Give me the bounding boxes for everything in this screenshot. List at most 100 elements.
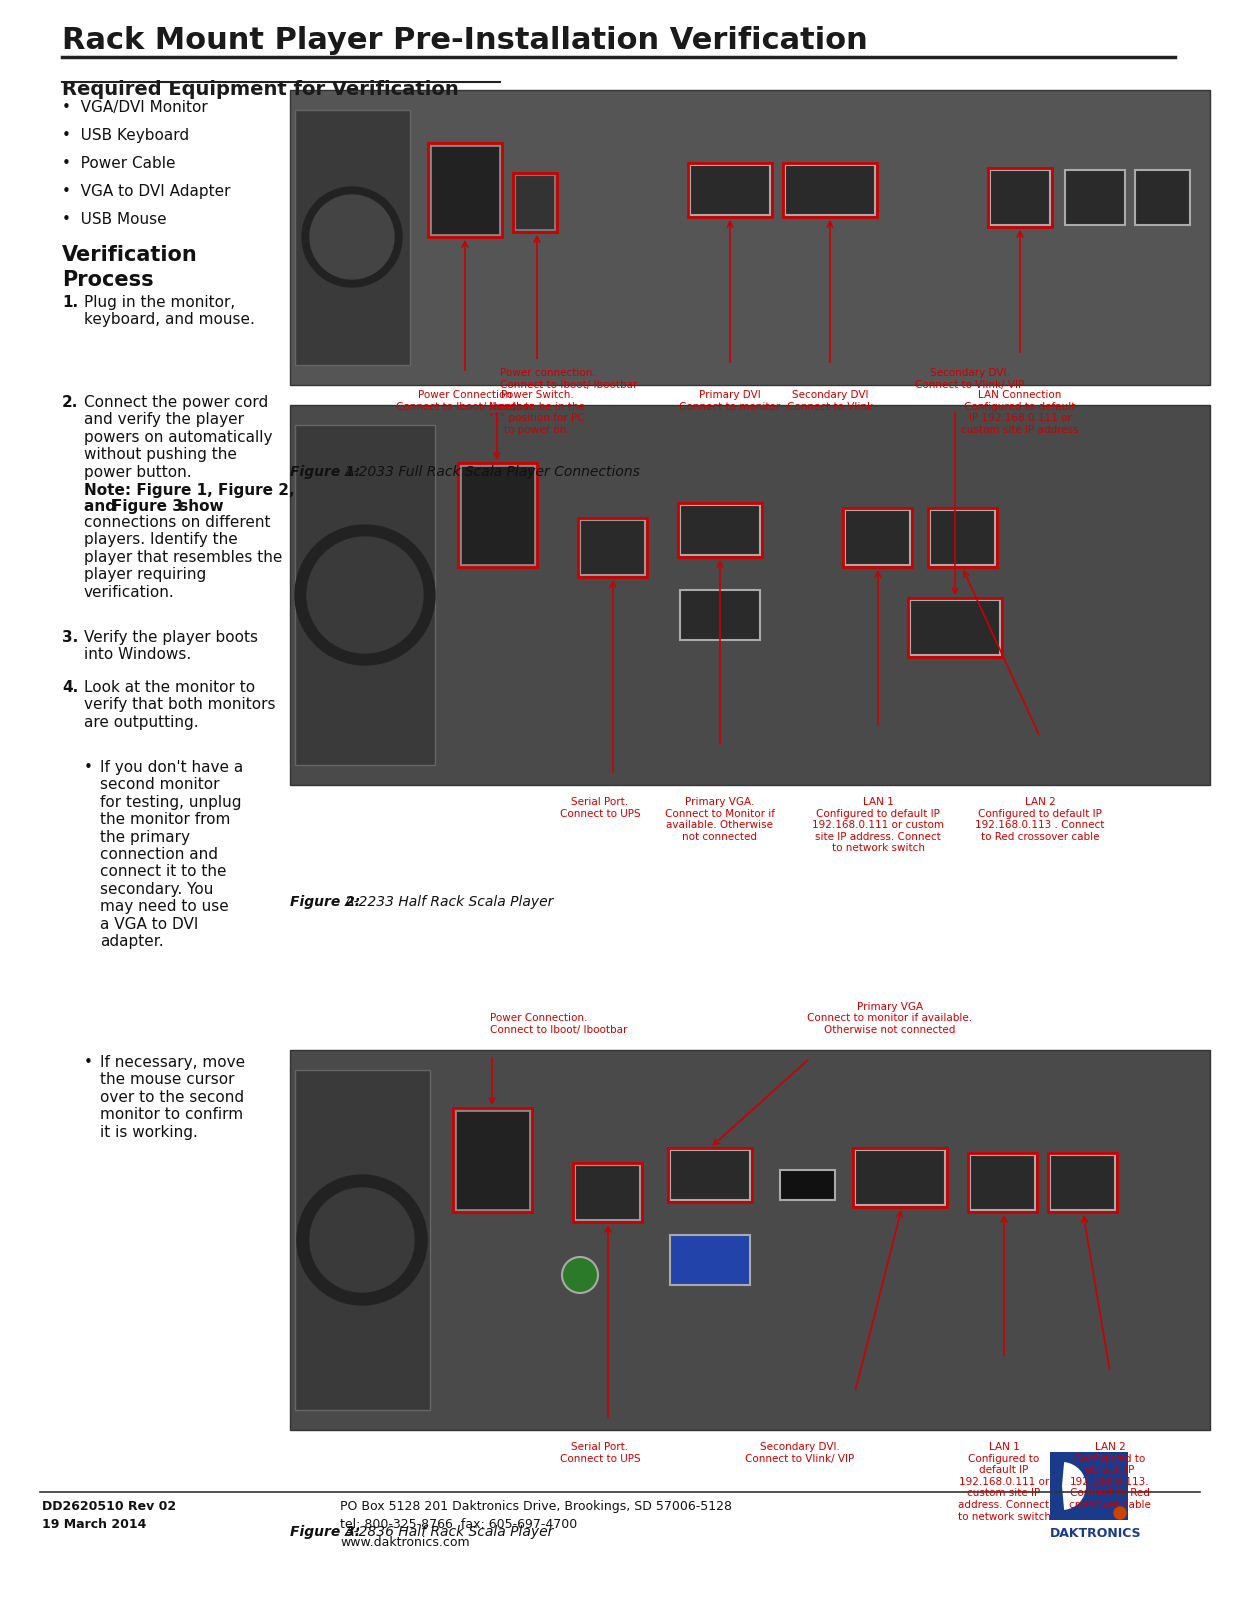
Bar bbox=[294, 426, 435, 765]
Text: LAN Connection
Configured to default
IP 192.168.0.111 or
custom site IP address: LAN Connection Configured to default IP … bbox=[961, 390, 1079, 435]
Bar bbox=[289, 90, 1210, 386]
Text: Rack Mount Player Pre-Installation Verification: Rack Mount Player Pre-Installation Verif… bbox=[62, 26, 867, 54]
Text: LAN 2
Configured to default IP
192.168.0.113 . Connect
to Red crossover cable: LAN 2 Configured to default IP 192.168.0… bbox=[975, 797, 1105, 842]
Circle shape bbox=[310, 195, 395, 278]
Text: Power Switch.
Needs to be in the
"1" position for PC
to power on.: Power Switch. Needs to be in the "1" pos… bbox=[489, 390, 585, 435]
Text: www.daktronics.com: www.daktronics.com bbox=[340, 1536, 470, 1549]
Bar bbox=[289, 1050, 1210, 1430]
Bar bbox=[845, 510, 910, 565]
Text: Figure 1:: Figure 1: bbox=[289, 466, 365, 478]
Text: •  Power Cable: • Power Cable bbox=[62, 157, 176, 171]
Text: Look at the monitor to
verify that both monitors
are outputting.: Look at the monitor to verify that both … bbox=[84, 680, 276, 730]
Bar bbox=[289, 405, 1210, 786]
Text: 4.: 4. bbox=[62, 680, 78, 694]
Bar bbox=[854, 1149, 948, 1206]
Bar bbox=[785, 165, 875, 214]
Text: DD2620510 Rev 02: DD2620510 Rev 02 bbox=[42, 1501, 176, 1514]
Text: PO Box 5128 201 Daktronics Drive, Brookings, SD 57006-5128: PO Box 5128 201 Daktronics Drive, Brooki… bbox=[340, 1501, 732, 1514]
Bar bbox=[575, 1165, 640, 1219]
Text: Figure 2:: Figure 2: bbox=[289, 894, 365, 909]
Wedge shape bbox=[1063, 1462, 1086, 1510]
Bar bbox=[460, 466, 534, 565]
Text: and: and bbox=[84, 499, 121, 514]
Bar bbox=[428, 142, 502, 237]
Text: •  VGA/DVI Monitor: • VGA/DVI Monitor bbox=[62, 99, 208, 115]
Bar bbox=[678, 502, 762, 557]
Bar bbox=[578, 518, 647, 578]
Bar bbox=[930, 510, 995, 565]
Text: 3.: 3. bbox=[62, 630, 78, 645]
Bar bbox=[690, 165, 769, 214]
Text: Power Connection
Connect to Iboot/ Ibootbar: Power Connection Connect to Iboot/ Iboot… bbox=[396, 390, 533, 411]
Bar bbox=[910, 600, 999, 654]
Bar bbox=[458, 462, 537, 566]
Bar bbox=[781, 1170, 835, 1200]
Bar bbox=[294, 110, 409, 365]
Bar bbox=[430, 146, 500, 235]
Bar bbox=[680, 506, 760, 555]
Circle shape bbox=[310, 1187, 414, 1293]
Text: Verification
Process: Verification Process bbox=[62, 245, 198, 290]
Text: tel: 800-325-8766  fax: 605-697-4700: tel: 800-325-8766 fax: 605-697-4700 bbox=[340, 1518, 578, 1531]
Text: show: show bbox=[174, 499, 224, 514]
Text: Primary VGA
Connect to monitor if available.
Otherwise not connected: Primary VGA Connect to monitor if availa… bbox=[808, 1002, 972, 1035]
Text: Secondary DVI
Connect to Vlink: Secondary DVI Connect to Vlink bbox=[787, 390, 873, 411]
Bar bbox=[783, 163, 877, 218]
Circle shape bbox=[297, 1174, 427, 1306]
Bar bbox=[580, 520, 644, 574]
Bar bbox=[1065, 170, 1124, 226]
Text: A-2233 Half Rack Scala Player: A-2233 Half Rack Scala Player bbox=[345, 894, 554, 909]
Text: LAN 1
Configured to
default IP
192.168.0.111 or
custom site IP
address. Connect
: LAN 1 Configured to default IP 192.168.0… bbox=[957, 1442, 1050, 1522]
Text: Verify the player boots
into Windows.: Verify the player boots into Windows. bbox=[84, 630, 259, 662]
Circle shape bbox=[1115, 1507, 1126, 1518]
Text: Required Equipment for Verification: Required Equipment for Verification bbox=[62, 80, 459, 99]
Text: LAN 1
Configured to default IP
192.168.0.111 or custom
site IP address. Connect
: LAN 1 Configured to default IP 192.168.0… bbox=[811, 797, 944, 853]
Bar bbox=[680, 590, 760, 640]
Bar bbox=[1048, 1154, 1117, 1213]
Text: Figure 3: Figure 3 bbox=[113, 499, 183, 514]
Text: Note: Figure 1, Figure 2,: Note: Figure 1, Figure 2, bbox=[84, 483, 294, 498]
Bar bbox=[1050, 1453, 1128, 1520]
Text: •  USB Keyboard: • USB Keyboard bbox=[62, 128, 189, 142]
Text: Connect the power cord
and verify the player
powers on automatically
without pus: Connect the power cord and verify the pl… bbox=[84, 395, 272, 480]
Text: LAN 2
Configured to
default IP
192.168.0.113.
Connect to Red
crossover cable: LAN 2 Configured to default IP 192.168.0… bbox=[1069, 1442, 1150, 1510]
Bar bbox=[294, 1070, 430, 1410]
Bar bbox=[842, 509, 912, 566]
Bar bbox=[1136, 170, 1190, 226]
Circle shape bbox=[302, 187, 402, 286]
Bar bbox=[988, 168, 1051, 227]
Text: •: • bbox=[84, 1054, 93, 1070]
Bar bbox=[573, 1163, 642, 1222]
Text: Figure 3:: Figure 3: bbox=[289, 1525, 365, 1539]
Bar bbox=[969, 1154, 1037, 1213]
Bar bbox=[1050, 1155, 1115, 1210]
Bar bbox=[513, 173, 557, 232]
Text: 1.: 1. bbox=[62, 294, 78, 310]
Bar bbox=[688, 163, 772, 218]
Text: If you don't have a
second monitor
for testing, unplug
the monitor from
the prim: If you don't have a second monitor for t… bbox=[100, 760, 244, 949]
Text: Power Connection.
Connect to Iboot/ Ibootbar: Power Connection. Connect to Iboot/ Iboo… bbox=[490, 1013, 627, 1035]
Text: 2.: 2. bbox=[62, 395, 78, 410]
Text: •  VGA to DVI Adapter: • VGA to DVI Adapter bbox=[62, 184, 230, 198]
Text: A-2836 Half Rack Scala Player: A-2836 Half Rack Scala Player bbox=[345, 1525, 554, 1539]
Text: DAKTRONICS: DAKTRONICS bbox=[1050, 1526, 1142, 1539]
Text: •  USB Mouse: • USB Mouse bbox=[62, 211, 167, 227]
Text: Secondary DVI.
Connect to Vlink/ VIP: Secondary DVI. Connect to Vlink/ VIP bbox=[915, 368, 1024, 390]
Circle shape bbox=[562, 1258, 597, 1293]
Bar bbox=[990, 170, 1050, 226]
Bar bbox=[670, 1150, 750, 1200]
Bar bbox=[670, 1235, 750, 1285]
Bar bbox=[453, 1107, 532, 1213]
Bar bbox=[928, 509, 997, 566]
Text: connections on different
players. Identify the
player that resembles the
player : connections on different players. Identi… bbox=[84, 515, 282, 600]
Bar bbox=[970, 1155, 1035, 1210]
Text: Secondary DVI.
Connect to Vlink/ VIP: Secondary DVI. Connect to Vlink/ VIP bbox=[746, 1442, 855, 1464]
Text: Serial Port.
Connect to UPS: Serial Port. Connect to UPS bbox=[559, 1442, 641, 1464]
Bar bbox=[668, 1149, 752, 1202]
Text: If necessary, move
the mouse cursor
over to the second
monitor to confirm
it is : If necessary, move the mouse cursor over… bbox=[100, 1054, 245, 1139]
Text: Power connection.
Connect to Iboot/ Ibootbar: Power connection. Connect to Iboot/ Iboo… bbox=[500, 368, 637, 390]
Bar bbox=[515, 174, 555, 230]
Text: Serial Port.
Connect to UPS: Serial Port. Connect to UPS bbox=[559, 797, 641, 819]
Circle shape bbox=[307, 538, 423, 653]
Text: 19 March 2014: 19 March 2014 bbox=[42, 1518, 146, 1531]
